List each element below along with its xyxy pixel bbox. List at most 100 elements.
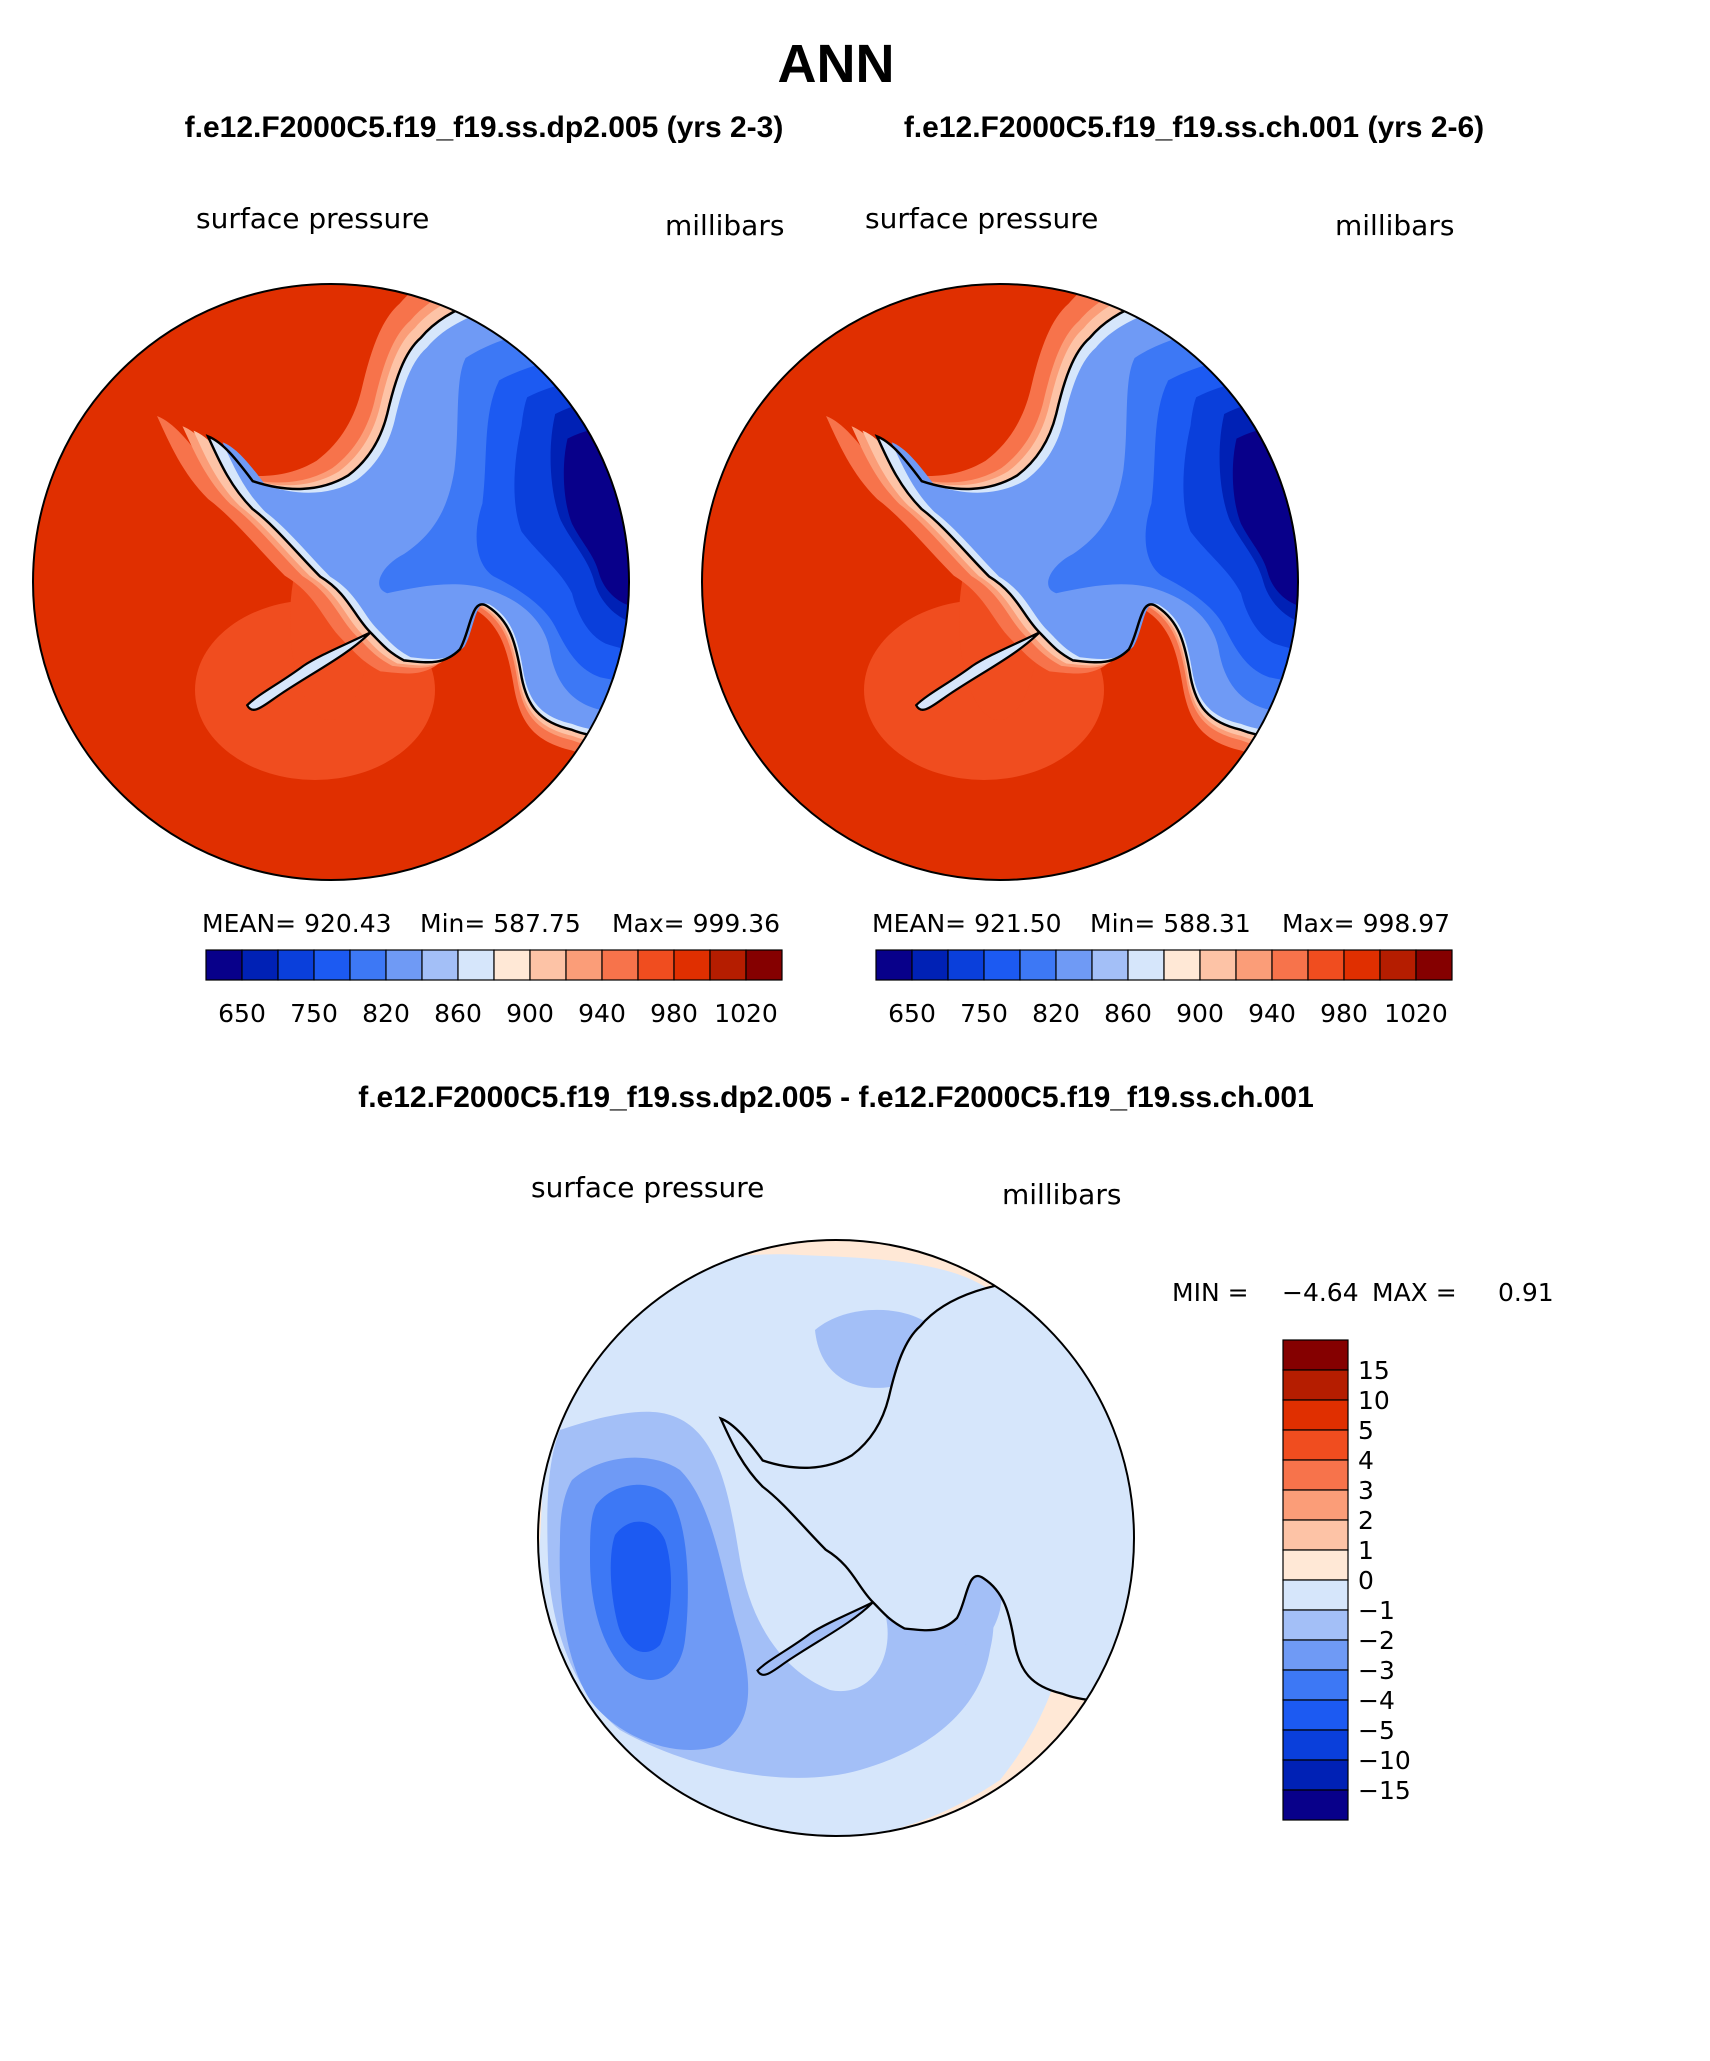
colorbar-tick-label: 10 [1358, 1386, 1390, 1415]
colorbar-tick-label: 820 [362, 999, 410, 1028]
colorbar-swatch [1282, 1339, 1349, 1371]
colorbar-tick-label: 4 [1358, 1446, 1374, 1475]
colorbar-swatch [1282, 1579, 1349, 1611]
colorbar-tick-label: 5 [1358, 1416, 1374, 1445]
stat-max-left: Max= 999.36 [612, 909, 780, 938]
colorbar-swatch [565, 949, 603, 981]
colorbar-swatch [385, 949, 423, 981]
colorbar-swatch [493, 949, 531, 981]
colorbar-swatch [673, 949, 711, 981]
colorbar-swatch [1282, 1399, 1349, 1431]
colorbar-swatch [1235, 949, 1273, 981]
stat-min-right: Min= 588.31 [1090, 909, 1251, 938]
colorbar-swatch [947, 949, 985, 981]
colorbar-tick-label: 650 [888, 999, 936, 1028]
colorbar-swatch [1019, 949, 1057, 981]
colorbar-tick-label: 750 [290, 999, 338, 1028]
colorbar-tick-label: 650 [218, 999, 266, 1028]
colorbar-swatch [1343, 949, 1381, 981]
colorbar-tick-label: −4 [1358, 1686, 1395, 1715]
colorbar-swatch [1415, 949, 1453, 981]
colorbar-tick-label: 980 [650, 999, 698, 1028]
colorbar-tick-label: −3 [1358, 1656, 1395, 1685]
colorbar-tick-label: −2 [1358, 1626, 1395, 1655]
colorbar-swatch [529, 949, 567, 981]
colorbar-swatch [1282, 1519, 1349, 1551]
colorbar-tick-label: −15 [1358, 1776, 1411, 1805]
colorbar-tick-label: 1020 [714, 999, 778, 1028]
colorbar-tick-label: −1 [1358, 1596, 1395, 1625]
colorbar-tick-label: 900 [506, 999, 554, 1028]
colorbar-swatch [601, 949, 639, 981]
colorbar-tick-label: 1020 [1384, 999, 1448, 1028]
map-panel-right: surface pressure millibars MEAN= 9 [701, 202, 1454, 1028]
colorbar-swatch [1091, 949, 1129, 981]
colorbar-tick-label: 860 [1104, 999, 1152, 1028]
diff-min-value: −4.64 [1282, 1278, 1359, 1307]
units-label-diff: millibars [1002, 1178, 1121, 1211]
page-title: ANN [778, 34, 895, 94]
colorbar-right: 650 750 820 860 900 940 980 1020 [875, 949, 1453, 1028]
colorbar-swatch [1271, 949, 1309, 981]
colorbar-swatch [1199, 949, 1237, 981]
polar-map-left [33, 284, 629, 880]
polar-map-difference [538, 1240, 1134, 1836]
colorbar-swatch [1282, 1729, 1349, 1761]
variable-label-right: surface pressure [865, 202, 1098, 235]
colorbar-swatch [1282, 1669, 1349, 1701]
colorbar-swatch [1282, 1699, 1349, 1731]
colorbar-swatch [1282, 1369, 1349, 1401]
colorbar-swatch [1282, 1429, 1349, 1461]
colorbar-tick-label: 1 [1358, 1536, 1374, 1565]
polar-map-right [702, 284, 1298, 880]
colorbar-swatch [745, 949, 783, 981]
colorbar-swatch [1055, 949, 1093, 981]
colorbar-swatch [205, 949, 243, 981]
colorbar-tick-label: 980 [1320, 999, 1368, 1028]
colorbar-swatch [1282, 1609, 1349, 1641]
colorbar-swatch [875, 949, 913, 981]
colorbar-swatch [1282, 1639, 1349, 1671]
units-label-right: millibars [1335, 209, 1454, 242]
colorbar-swatch [349, 949, 387, 981]
colorbar-tick-label: 15 [1358, 1356, 1390, 1385]
colorbar-tick-label: 750 [960, 999, 1008, 1028]
case-header-left: f.e12.F2000C5.f19_f19.ss.dp2.005 (yrs 2-… [185, 111, 784, 144]
stat-max-right: Max= 998.97 [1282, 909, 1450, 938]
colorbar-swatch [983, 949, 1021, 981]
colorbar-swatch [1379, 949, 1417, 981]
colorbar-swatch [1282, 1759, 1349, 1791]
colorbar-left: 650 750 820 860 900 940 980 1020 [205, 949, 783, 1028]
colorbar-swatch [911, 949, 949, 981]
colorbar-tick-label: −5 [1358, 1716, 1395, 1745]
diff-min-label: MIN = [1172, 1278, 1249, 1307]
colorbar-tick-label: 3 [1358, 1476, 1374, 1505]
colorbar-swatch [313, 949, 351, 981]
colorbar-swatch [1127, 949, 1165, 981]
colorbar-swatch [709, 949, 747, 981]
colorbar-swatch [1282, 1459, 1349, 1491]
colorbar-swatch [1163, 949, 1201, 981]
colorbar-swatch [1282, 1549, 1349, 1581]
map-panel-left: surface pressure millibars MEAN= 9 [32, 202, 784, 1028]
colorbar-swatch [1282, 1789, 1349, 1821]
colorbar-swatch [421, 949, 459, 981]
variable-label-diff: surface pressure [531, 1171, 764, 1204]
stat-min-left: Min= 587.75 [420, 909, 581, 938]
colorbar-tick-label: 940 [578, 999, 626, 1028]
colorbar-tick-label: 2 [1358, 1506, 1374, 1535]
variable-label-left: surface pressure [196, 202, 429, 235]
colorbar-swatch [277, 949, 315, 981]
colorbar-tick-label: 900 [1176, 999, 1224, 1028]
colorbar-swatch [241, 949, 279, 981]
colorbar-swatch [637, 949, 675, 981]
diff-max-value: 0.91 [1498, 1278, 1554, 1307]
colorbar-tick-label: −10 [1358, 1746, 1411, 1775]
units-label-left: millibars [665, 209, 784, 242]
diff-max-label: MAX = [1372, 1278, 1457, 1307]
colorbar-swatch [457, 949, 495, 981]
case-header-right: f.e12.F2000C5.f19_f19.ss.ch.001 (yrs 2-6… [904, 111, 1484, 144]
stat-mean-right: MEAN= 921.50 [872, 909, 1062, 938]
